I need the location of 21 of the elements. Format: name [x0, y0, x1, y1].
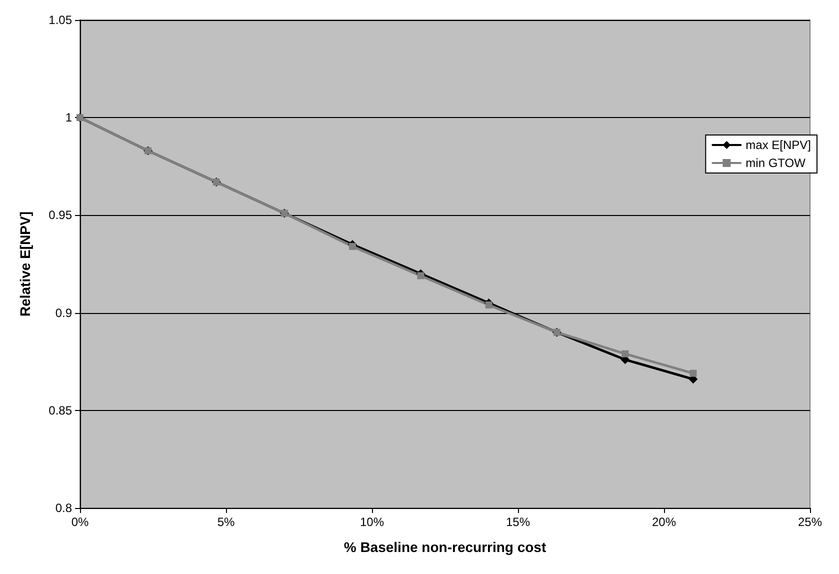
- x-tick-label: 5%: [217, 515, 235, 529]
- point: [690, 370, 697, 377]
- legend-label: max E[NPV]: [746, 138, 812, 152]
- x-tick-label: 20%: [652, 515, 676, 529]
- x-tick-label: 0%: [71, 515, 89, 529]
- point: [348, 242, 356, 250]
- y-tick-label: 0.85: [48, 403, 72, 418]
- point: [417, 272, 424, 280]
- x-tick-label: 10%: [360, 515, 384, 529]
- x-axis-title: % Baseline non-recurring cost: [344, 539, 546, 555]
- y-tick-label: 0.95: [48, 208, 72, 222]
- point: [622, 350, 629, 358]
- point: [485, 301, 492, 308]
- x-tick-label: 25%: [798, 515, 822, 529]
- y-tick-label: 1.05: [48, 13, 72, 27]
- y-axis-title: Relative E[NPV]: [17, 211, 33, 317]
- y-tick-label: 0.8: [55, 501, 72, 515]
- y-tick-label: 1: [65, 110, 72, 125]
- x-tick-label: 15%: [506, 515, 530, 529]
- y-tick-label: 0.9: [55, 306, 72, 320]
- legend-label: min GTOW: [746, 156, 806, 170]
